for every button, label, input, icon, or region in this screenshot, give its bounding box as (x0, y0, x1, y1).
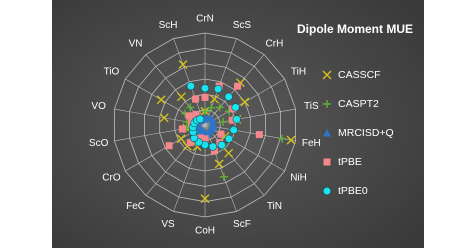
data-point (217, 140, 226, 150)
spoke (204, 124, 265, 196)
data-point (176, 92, 186, 102)
category-label: VO (91, 101, 106, 112)
category-label: ScO (89, 138, 109, 149)
data-point (217, 130, 225, 138)
category-label: TiO (104, 67, 120, 78)
legend-label: MRCISD+Q (338, 127, 394, 139)
data-point (229, 125, 238, 135)
spoke (204, 124, 237, 212)
category-label: ScS (233, 20, 252, 31)
data-point (178, 125, 186, 133)
data-point (196, 134, 204, 142)
data-point (200, 194, 210, 204)
legend-marker (322, 186, 332, 196)
data-point (186, 103, 195, 112)
data-point (201, 93, 209, 101)
data-point (219, 172, 228, 181)
category-label: FeC (126, 201, 145, 212)
data-point (215, 103, 224, 112)
data-point (165, 142, 173, 150)
data-point (228, 116, 236, 124)
data-point (231, 103, 240, 112)
data-point (214, 84, 223, 94)
spoke (204, 38, 237, 126)
data-point (192, 95, 200, 103)
data-point (156, 95, 166, 105)
spoke (173, 38, 206, 126)
category-label: TiS (304, 101, 319, 112)
data-point (201, 135, 209, 143)
category-label: NiH (290, 173, 307, 184)
data-point (159, 113, 169, 123)
data-point (210, 147, 218, 155)
data-point (200, 84, 210, 93)
data-point (255, 131, 263, 139)
data-point (207, 103, 216, 112)
category-label: CrO (102, 173, 121, 184)
chart-title: Dipole Moment MUE (297, 22, 413, 36)
data-point (214, 159, 224, 169)
data-point (208, 142, 217, 151)
category-label: TiN (267, 201, 282, 212)
data-point (219, 117, 228, 126)
category-label: TiH (291, 67, 306, 78)
data-point (240, 97, 250, 107)
data-point (232, 115, 241, 124)
data-point (208, 116, 217, 124)
data-point (178, 59, 188, 69)
legend-label: CASPT2 (338, 98, 379, 110)
category-label: CoH (195, 226, 215, 237)
legend-marker (323, 100, 331, 108)
category-label: VN (129, 38, 143, 49)
data-point (224, 92, 233, 101)
data-point (201, 107, 209, 116)
category-label: CrN (196, 14, 214, 25)
data-point (278, 134, 287, 143)
data-point (224, 148, 234, 158)
data-point (192, 110, 200, 118)
category-label: FeH (302, 138, 321, 149)
legend-label: CASSCF (338, 69, 381, 81)
legend-label: tPBE (338, 156, 362, 168)
legend-marker (322, 70, 332, 80)
legend-marker (323, 158, 331, 166)
data-point (286, 135, 296, 145)
data-point (176, 134, 186, 144)
data-point (186, 81, 195, 91)
data-point (195, 115, 205, 124)
legend-marker (323, 129, 331, 137)
category-label: VS (161, 219, 175, 230)
category-label: CrH (266, 38, 284, 49)
data-point (186, 139, 194, 147)
data-point (224, 134, 234, 143)
data-point (234, 82, 242, 90)
category-label: ScF (233, 219, 251, 230)
category-label: ScH (159, 20, 178, 31)
data-point (185, 112, 193, 120)
spoke (204, 54, 265, 126)
data-point (209, 94, 219, 104)
legend-label: tPBE0 (338, 185, 368, 197)
